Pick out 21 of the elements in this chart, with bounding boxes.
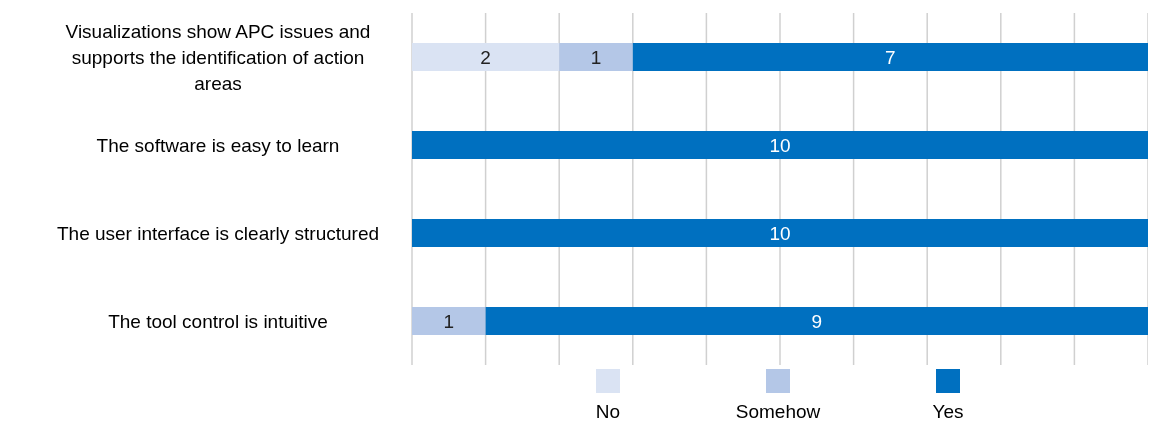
bar (412, 306, 486, 335)
bar (412, 218, 1148, 247)
bar (632, 42, 1148, 71)
y-tick-label: Visualizations show APC issues and supports the identification of action areas (65, 20, 371, 94)
data-label: 10 (769, 134, 791, 156)
bar (559, 42, 633, 71)
data-label: 7 (885, 46, 896, 68)
legend-label: No (595, 401, 621, 423)
data-label: 1 (443, 310, 455, 332)
data-label: 10 (769, 222, 791, 244)
data-label: 2 (480, 46, 491, 68)
data-label: 9 (811, 310, 823, 332)
bar (412, 42, 560, 71)
legend-label: Yes (932, 401, 964, 423)
data-label: 1 (590, 46, 602, 68)
bar (485, 306, 1148, 335)
y-tick-label: The tool control is intuitive (108, 310, 328, 332)
y-tick-label: The user interface is clearly structured (56, 222, 380, 244)
bar (412, 130, 1148, 159)
y-tick-label: The software is easy to learn (96, 134, 340, 156)
legend-label: Somehow (735, 401, 821, 423)
